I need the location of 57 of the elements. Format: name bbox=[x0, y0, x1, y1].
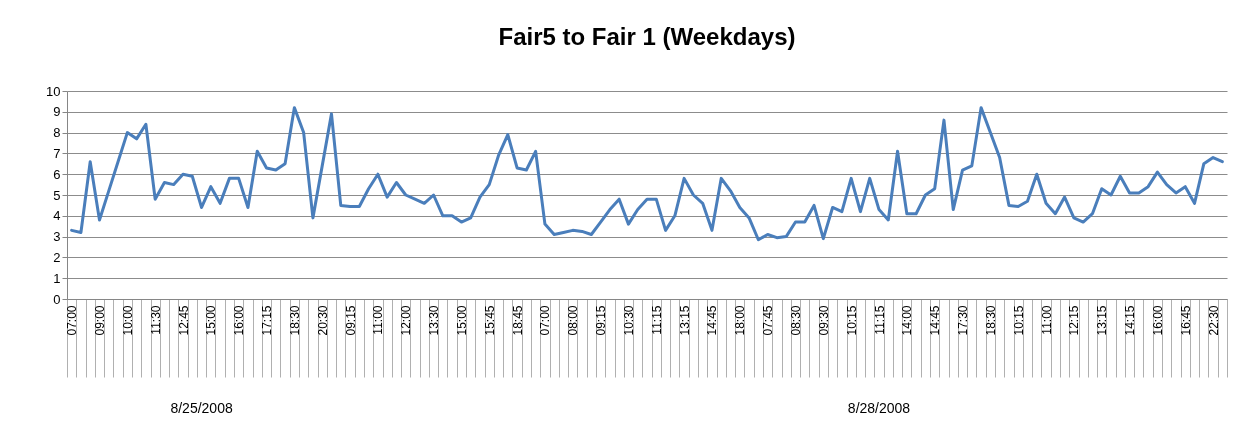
x-tick-label: 09:00 bbox=[92, 305, 107, 336]
x-tick-label: 12:45 bbox=[176, 305, 191, 336]
x-tick-label: 11:00 bbox=[371, 305, 386, 335]
x-tick-label: 07:00 bbox=[538, 305, 553, 336]
x-tick-label: 14:45 bbox=[705, 305, 720, 336]
x-tick-label: 09:15 bbox=[343, 305, 358, 336]
x-tick-label: 14:15 bbox=[1123, 305, 1138, 336]
y-tick-label: 8 bbox=[53, 125, 61, 141]
x-tick-label: 10:15 bbox=[1011, 305, 1026, 336]
x-tick-label: 17:30 bbox=[956, 305, 971, 336]
x-tick-label: 13:30 bbox=[427, 305, 442, 336]
x-tick-label: 13:15 bbox=[1095, 305, 1110, 336]
x-tick-label: 18:00 bbox=[733, 305, 748, 336]
x-tick-label: 08:00 bbox=[566, 305, 581, 336]
x-tick-label: 09:15 bbox=[594, 305, 609, 336]
y-tick-label: 2 bbox=[53, 249, 61, 265]
x-tick-label: 20:30 bbox=[315, 305, 330, 336]
x-tick-label: 12:00 bbox=[399, 305, 414, 336]
y-tick-label: 1 bbox=[53, 270, 61, 286]
text: 8/28/2008 bbox=[847, 400, 911, 416]
x-tick-label: 22:30 bbox=[1206, 305, 1221, 336]
x-tick-label: 09:30 bbox=[816, 305, 831, 336]
x-tick-label: 18:45 bbox=[510, 305, 525, 336]
x-tick-label: 11:00 bbox=[1039, 305, 1054, 335]
y-tick-label: 5 bbox=[53, 187, 61, 203]
y-tick-label: 4 bbox=[53, 208, 61, 224]
x-tick-label: 18:30 bbox=[983, 305, 998, 336]
x-tick-label: 10:30 bbox=[621, 305, 636, 336]
x-tick-label: 16:00 bbox=[232, 305, 247, 336]
x-tick-label: 17:15 bbox=[260, 305, 275, 336]
x-tick-label: 11:15 bbox=[872, 305, 887, 335]
y-tick-label: 3 bbox=[53, 229, 61, 245]
x-tick-label: 08:30 bbox=[788, 305, 803, 336]
x-tick-label: 16:00 bbox=[1150, 305, 1165, 336]
x-tick-label: 15:00 bbox=[454, 305, 469, 336]
x-tick-label: 16:45 bbox=[1178, 305, 1193, 336]
y-tick-label: 9 bbox=[53, 104, 61, 120]
chart-title: Fair5 to Fair 1 (Weekdays) bbox=[498, 23, 796, 50]
line-series bbox=[70, 106, 1224, 242]
x-tick-label: 12:15 bbox=[1067, 305, 1082, 336]
x-tick-label: 10:15 bbox=[844, 305, 859, 336]
y-tick-label: 6 bbox=[53, 166, 61, 182]
x-tick-label: 10:00 bbox=[120, 305, 135, 336]
x-tick-label: 11:15 bbox=[649, 305, 664, 335]
x-tick-label: 13:15 bbox=[677, 305, 692, 336]
x-tick-label: 18:30 bbox=[287, 305, 302, 336]
x-tick-label: 14:00 bbox=[900, 305, 915, 336]
x-tick-label: 11:30 bbox=[148, 305, 163, 335]
y-tick-label: 7 bbox=[53, 145, 61, 161]
x-tick-label: 15:00 bbox=[204, 305, 219, 336]
y-tick-label: 10 bbox=[46, 83, 61, 99]
x-tick-label: 15:45 bbox=[482, 305, 497, 336]
text: 8/25/2008 bbox=[170, 400, 233, 416]
x-tick-label: 07:00 bbox=[65, 305, 80, 336]
y-tick-label: 0 bbox=[53, 291, 61, 307]
x-tick-label: 14:45 bbox=[928, 305, 943, 336]
x-tick-label: 07:45 bbox=[761, 305, 776, 336]
